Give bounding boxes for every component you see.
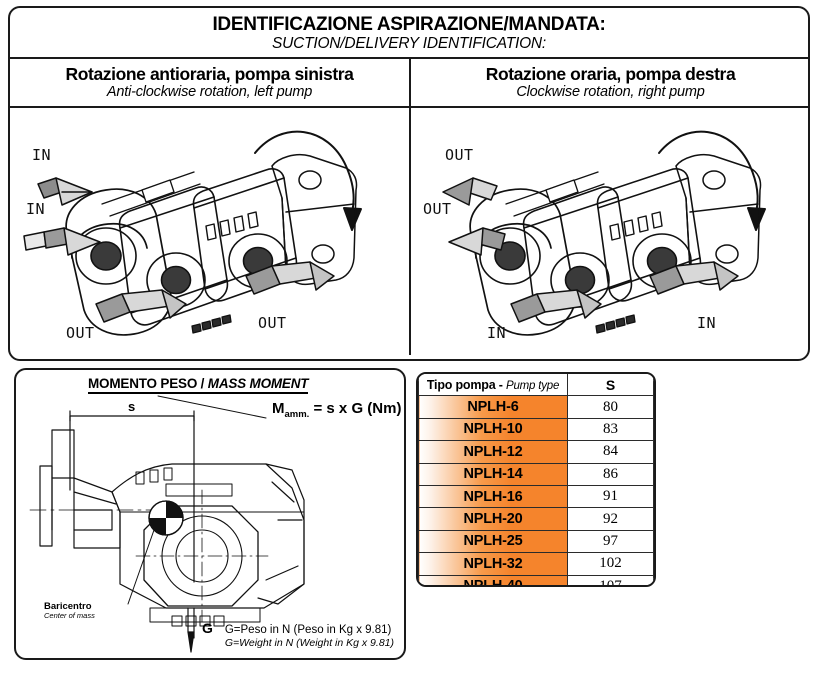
cell-s-value: 86 [567, 462, 654, 486]
table-row: NPLH-6 80 [418, 395, 654, 419]
cell-pump-type: NPLH-32 [418, 552, 568, 576]
cell-s-value: 80 [567, 395, 654, 419]
flow-arrow-in-front [510, 288, 602, 323]
left-column-divider [10, 105, 409, 108]
table-header-s: S [567, 374, 654, 397]
table-row: NPLH-16 91 [418, 484, 654, 509]
cell-s-value: 92 [567, 507, 654, 531]
cell-pump-type: NPLH-6 [418, 395, 568, 419]
gravity-label-g: G [202, 620, 213, 636]
mass-moment-title-it: MOMENTO PESO [88, 376, 198, 391]
flow-arrow-out-lower [448, 226, 506, 256]
page-title: IDENTIFICAZIONE ASPIRAZIONE/MANDATA: [212, 14, 606, 35]
gravity-arrow-icon [187, 607, 195, 653]
cell-s-value: 107 [567, 574, 654, 585]
table-row: NPLH-12 84 [418, 440, 654, 464]
right-pump-subtitle: Clockwise rotation, right pump [516, 84, 705, 101]
mass-moment-title: MOMENTO PESO / MASS MOMENT [88, 376, 309, 394]
cell-s-value: 97 [567, 529, 654, 554]
table-row: NPLH-20 92 [418, 507, 654, 531]
center-of-mass-label-it: Baricentro [44, 601, 92, 612]
left-pump-column: Rotazione antioraria, pompa sinistra Ant… [10, 59, 411, 356]
cell-s-value: 91 [567, 484, 654, 509]
weight-note: G=Peso in N (Peso in Kg x 9.81) G=Weight… [225, 623, 394, 651]
table-row: NPLH-10 83 [418, 417, 654, 442]
table-row: NPLH-14 86 [418, 462, 654, 486]
port-label-out-1: OUT [66, 323, 95, 342]
rotation-arrow-icon [658, 130, 766, 231]
port-label-in-1: IN [32, 145, 52, 164]
port-label-out-2: OUT [258, 313, 287, 332]
left-pump-drawing: IN IN OUT OUT [10, 108, 409, 366]
port-label-in-1: IN [487, 323, 507, 342]
header-divider [10, 57, 808, 60]
center-of-mass-icon [148, 500, 184, 536]
flow-arrow-out-front [95, 288, 187, 323]
weight-note-en: G=Weight in N (Weight in Kg x 9.81) [224, 636, 394, 649]
right-pump-column: Rotazione oraria, pompa destra Clockwise… [411, 59, 810, 355]
right-pump-drawing: OUT OUT IN IN [411, 108, 810, 366]
cell-s-value: 102 [567, 552, 654, 576]
mass-moment-drawing [29, 395, 305, 653]
center-of-mass-label-en: Center of mass [44, 610, 95, 620]
pump-type-table: Tipo pompa - Pump type S NPLH-6 80 NPLH-… [418, 374, 654, 585]
pump-type-table-panel: Tipo pompa - Pump type S NPLH-6 80 NPLH-… [416, 372, 656, 587]
cell-s-value: 84 [567, 440, 654, 464]
weight-note-it: G=Peso in N (Peso in Kg x 9.81) [224, 623, 392, 636]
right-column-divider [411, 105, 810, 108]
pump-comparison-row: Rotazione antioraria, pompa sinistra Ant… [10, 59, 810, 356]
table-header-pump-type: Tipo pompa - Pump type [418, 374, 568, 397]
rotation-arrow-icon [254, 130, 362, 231]
table-header-separator: - [495, 377, 506, 392]
port-boss [479, 226, 541, 285]
cell-s-value: 83 [567, 417, 654, 442]
port-boss [75, 226, 137, 285]
table-row: NPLH-40 107 [418, 574, 654, 585]
mass-moment-formula: Mamm. = s x G (Nm) [272, 400, 401, 420]
port-label-out-1: OUT [445, 145, 474, 164]
flow-arrow-in-rear [649, 260, 739, 295]
flow-arrow-in-upper [37, 176, 93, 206]
left-pump-illustration [23, 130, 362, 336]
port-label-in-2: IN [697, 313, 717, 332]
table-header-pump-type-en: Pump type [505, 379, 560, 392]
left-pump-subtitle: Anti-clockwise rotation, left pump [106, 84, 313, 101]
cell-pump-type: NPLH-16 [418, 484, 568, 509]
cell-pump-type: NPLH-25 [418, 529, 568, 554]
flow-arrow-out-rear [245, 260, 335, 295]
table-header-row: Tipo pompa - Pump type S [418, 374, 654, 397]
cell-pump-type: NPLH-14 [418, 462, 568, 486]
mass-moment-panel: MOMENTO PESO / MASS MOMENT Mamm. = s x G… [14, 368, 406, 660]
center-of-mass-label: Baricentro Center of mass [44, 602, 95, 620]
table-row: NPLH-32 102 [418, 552, 654, 576]
suction-delivery-identification-panel: IDENTIFICAZIONE ASPIRAZIONE/MANDATA: SUC… [8, 6, 810, 361]
table-row: NPLH-25 97 [418, 529, 654, 554]
mass-moment-title-separator: / [197, 376, 208, 391]
table-header-pump-type-it: Tipo pompa [426, 377, 496, 392]
left-pump-title: Rotazione antioraria, pompa sinistra [65, 64, 354, 85]
formula-subscript: amm. [284, 409, 310, 420]
cell-pump-type: NPLH-10 [418, 417, 568, 442]
right-pump-illustration [442, 130, 766, 336]
port-boss [632, 232, 692, 289]
table-body: NPLH-6 80 NPLH-10 83 NPLH-12 84 NPLH-14 … [418, 395, 654, 585]
mass-moment-title-en: MASS MOMENT [207, 376, 309, 391]
flow-arrow-in-lower [23, 226, 101, 256]
cell-pump-type: NPLH-20 [418, 507, 568, 531]
right-pump-title: Rotazione oraria, pompa destra [485, 64, 736, 85]
flow-arrow-out-upper [442, 176, 498, 206]
cell-pump-type: NPLH-40 [418, 574, 568, 585]
dimension-label-s: s [128, 399, 136, 414]
formula-expression: = s x G (Nm) [313, 400, 402, 417]
cell-pump-type: NPLH-12 [418, 440, 568, 464]
formula-symbol: M [272, 400, 285, 417]
page-subtitle: SUCTION/DELIVERY IDENTIFICATION: [271, 35, 547, 53]
port-label-in-2: IN [26, 199, 46, 218]
port-label-out-2: OUT [423, 199, 452, 218]
